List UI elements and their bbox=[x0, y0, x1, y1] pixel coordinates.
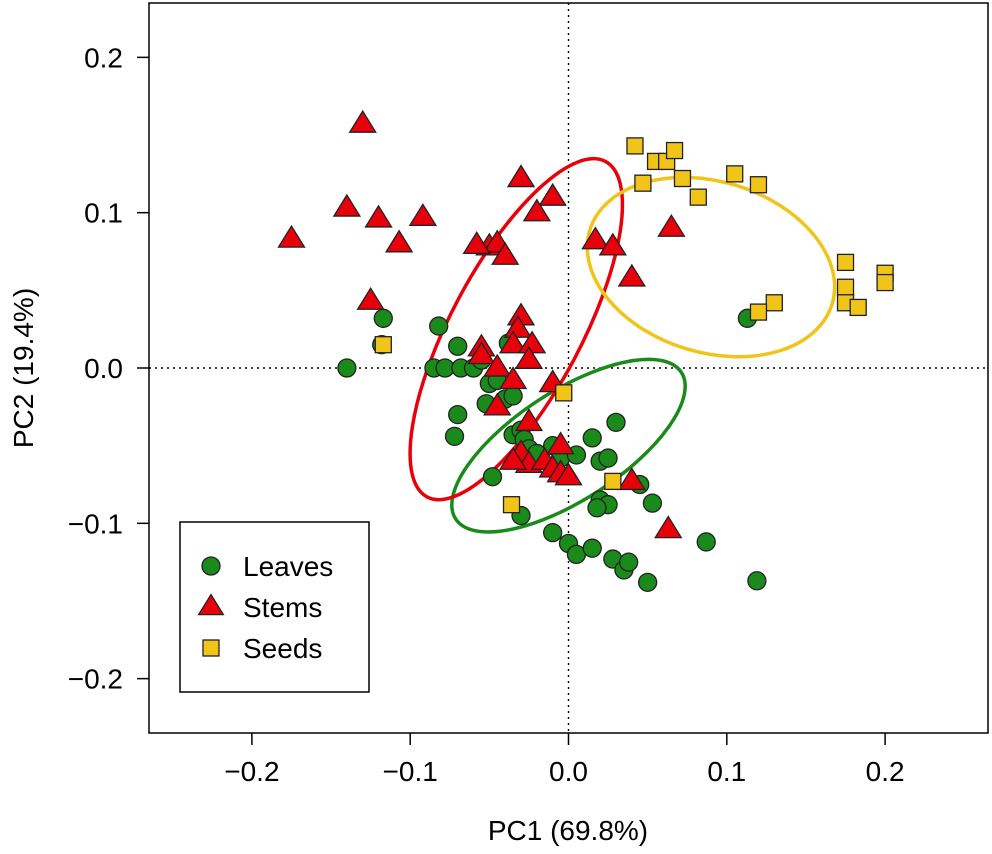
stems-point bbox=[364, 204, 393, 228]
leaves-point bbox=[747, 571, 767, 591]
seeds-point bbox=[689, 188, 707, 206]
stems-point bbox=[332, 193, 362, 217]
stems-point bbox=[503, 314, 533, 338]
stems-point bbox=[554, 462, 583, 486]
seeds-point bbox=[604, 472, 622, 491]
seeds-point bbox=[726, 165, 744, 183]
seeds-point bbox=[836, 278, 855, 296]
seeds-point bbox=[836, 253, 855, 272]
leaves-point bbox=[619, 552, 639, 572]
y-tick-label: −0.1 bbox=[68, 508, 123, 539]
leaves-point bbox=[503, 386, 523, 406]
leaves-point bbox=[373, 308, 393, 328]
x-axis-title: PC1 (69.8%) bbox=[488, 815, 648, 846]
series-stems bbox=[277, 109, 686, 539]
legend-label: Leaves bbox=[243, 551, 333, 582]
stems-point bbox=[491, 241, 520, 265]
stems-point bbox=[522, 198, 552, 222]
stems-point bbox=[483, 392, 512, 416]
legend-label: Seeds bbox=[243, 633, 322, 664]
seeds-point bbox=[673, 169, 692, 188]
stems-point bbox=[546, 431, 575, 455]
leaves-point bbox=[448, 336, 468, 356]
stems-point bbox=[356, 286, 385, 310]
y-tick-label: 0.2 bbox=[84, 42, 123, 73]
leaves-point bbox=[606, 412, 626, 433]
legend-item-stems: Stems bbox=[197, 592, 322, 623]
seeds-point bbox=[555, 384, 573, 402]
stems-point bbox=[483, 353, 512, 377]
stems-point bbox=[408, 203, 438, 227]
legend-item-leaves: Leaves bbox=[201, 551, 333, 582]
stems-point bbox=[654, 515, 683, 539]
leaves-point bbox=[482, 467, 503, 487]
x-axis: −0.2 −0.1 0.0 0.1 0.2 bbox=[224, 733, 905, 787]
x-tick-label: 0.1 bbox=[707, 756, 746, 787]
y-axis-title: PC2 (19.4%) bbox=[8, 288, 39, 448]
y-axis: −0.2 −0.1 0.0 0.1 0.2 bbox=[68, 42, 149, 695]
stems-point bbox=[657, 213, 686, 237]
seeds-point bbox=[876, 273, 894, 292]
leaves-point bbox=[337, 358, 357, 378]
stems-point bbox=[498, 366, 528, 390]
ellipse-seeds bbox=[585, 175, 837, 359]
seeds-point bbox=[634, 174, 652, 192]
seeds-point bbox=[374, 336, 392, 354]
x-tick-label: −0.1 bbox=[383, 756, 438, 787]
stems-point bbox=[462, 231, 491, 255]
legend: Leaves Stems Seeds bbox=[179, 521, 370, 693]
leaves-point bbox=[448, 404, 468, 425]
leaves-point bbox=[582, 538, 602, 558]
legend-item-seeds: Seeds bbox=[202, 633, 322, 664]
data-points bbox=[277, 109, 894, 592]
series-seeds bbox=[374, 137, 894, 514]
leaves-point bbox=[543, 522, 563, 543]
seeds-point bbox=[665, 141, 684, 160]
stems-point bbox=[598, 232, 627, 256]
leaves-point bbox=[582, 428, 602, 448]
x-tick-label: −0.2 bbox=[224, 756, 279, 787]
stems-point bbox=[467, 341, 496, 365]
leaves-point bbox=[587, 498, 607, 518]
legend-label: Stems bbox=[243, 592, 322, 623]
legend-marker-leaves bbox=[201, 556, 221, 576]
y-tick-label: −0.2 bbox=[68, 664, 123, 695]
seeds-point bbox=[749, 176, 768, 194]
stems-point bbox=[277, 224, 306, 248]
legend-marker-seeds bbox=[202, 639, 220, 657]
stems-point bbox=[514, 408, 544, 432]
stems-point bbox=[617, 467, 646, 491]
x-tick-label: 0.0 bbox=[549, 756, 588, 787]
stems-point bbox=[498, 330, 528, 354]
seeds-point bbox=[849, 298, 867, 317]
stems-point bbox=[348, 109, 377, 133]
seeds-point bbox=[765, 294, 783, 312]
y-tick-label: 0.0 bbox=[84, 353, 123, 384]
stems-point bbox=[617, 263, 646, 287]
stems-point bbox=[514, 345, 544, 369]
seeds-point bbox=[626, 137, 644, 155]
stems-point bbox=[384, 229, 414, 253]
stems-point bbox=[506, 164, 536, 188]
stems-point bbox=[538, 182, 567, 206]
leaves-point bbox=[642, 493, 663, 513]
ellipse-stems bbox=[408, 156, 625, 502]
stems-point bbox=[581, 226, 610, 250]
leaves-point bbox=[696, 532, 716, 552]
reference-lines bbox=[149, 3, 988, 733]
leaves-point bbox=[638, 572, 658, 592]
leaves-point bbox=[598, 448, 618, 468]
leaves-point bbox=[444, 426, 465, 446]
y-tick-label: 0.1 bbox=[84, 198, 123, 229]
seeds-point bbox=[502, 496, 521, 514]
x-tick-label: 0.2 bbox=[866, 756, 905, 787]
legend-marker-stems bbox=[197, 593, 225, 616]
seeds-point bbox=[749, 303, 768, 321]
leaves-point bbox=[429, 316, 449, 336]
stems-point bbox=[498, 446, 528, 470]
